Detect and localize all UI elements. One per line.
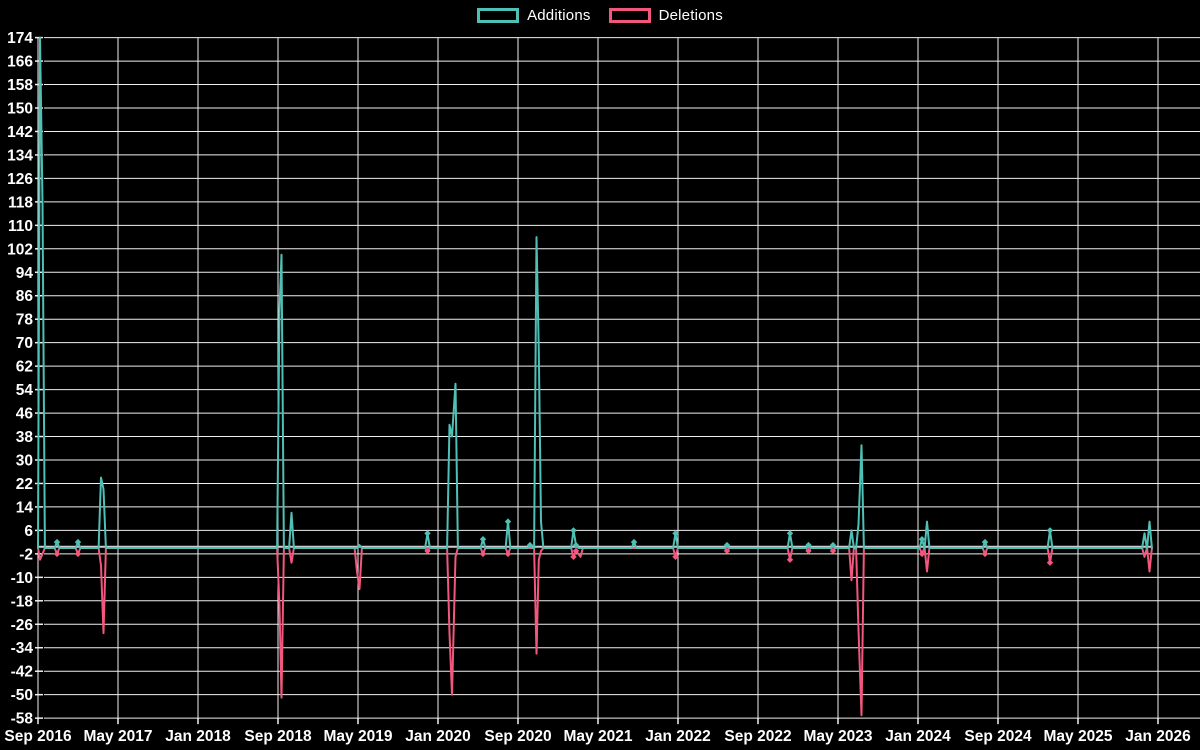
svg-text:Sep 2022: Sep 2022 [724,728,791,745]
svg-text:62: 62 [16,359,33,376]
svg-text:Jan 2018: Jan 2018 [165,728,231,745]
svg-text:86: 86 [16,288,34,305]
svg-text:118: 118 [8,194,33,211]
h-gridlines [35,36,1200,719]
svg-text:6: 6 [24,523,33,540]
svg-text:Jan 2022: Jan 2022 [645,728,711,745]
point-markers [53,518,1054,566]
svg-text:-26: -26 [11,617,34,634]
svg-text:142: 142 [7,124,33,141]
svg-text:May 2025: May 2025 [1044,728,1113,745]
legend-item-deletions[interactable]: Deletions [608,7,723,24]
svg-text:-42: -42 [11,664,33,681]
svg-text:78: 78 [16,312,34,329]
svg-text:Sep 2016: Sep 2016 [4,728,72,745]
svg-text:150: 150 [7,101,33,118]
svg-text:-18: -18 [11,593,34,610]
svg-text:Sep 2024: Sep 2024 [964,728,1032,745]
chart-legend: Additions Deletions [0,7,1200,24]
svg-text:102: 102 [7,241,33,258]
svg-text:14: 14 [16,499,34,516]
svg-text:134: 134 [7,147,33,164]
additions-line [37,36,1153,549]
svg-text:Jan 2026: Jan 2026 [1125,728,1191,745]
legend-item-additions[interactable]: Additions [477,7,591,24]
svg-text:Jan 2020: Jan 2020 [405,728,471,745]
svg-text:May 2019: May 2019 [324,728,393,745]
deletions-swatch [608,8,651,23]
svg-text:30: 30 [16,453,33,470]
svg-text:158: 158 [7,77,33,94]
svg-text:-10: -10 [11,570,33,587]
svg-text:-58: -58 [11,711,34,728]
svg-text:126: 126 [7,171,33,188]
svg-text:54: 54 [16,382,34,399]
additions-legend-label: Additions [527,7,591,24]
svg-text:94: 94 [16,265,34,282]
svg-text:Sep 2018: Sep 2018 [244,728,312,745]
svg-text:46: 46 [16,406,34,423]
y-axis-labels: 1741661581501421341261181101029486787062… [7,30,33,728]
svg-text:May 2017: May 2017 [84,728,153,745]
svg-text:110: 110 [8,218,33,235]
additions-swatch [477,8,520,23]
deletions-legend-label: Deletions [658,7,723,24]
x-axis-labels: Sep 2016 May 2017 Jan 2018 Sep 2018 May 2019… [4,728,1191,745]
svg-text:Jan 2024: Jan 2024 [885,728,951,745]
deletions-line [37,547,1153,717]
svg-text:-50: -50 [11,687,33,704]
svg-text:-2: -2 [19,546,33,563]
svg-text:-34: -34 [11,640,34,657]
svg-text:166: 166 [7,54,33,71]
v-gridlines [37,37,1159,725]
svg-text:Sep 2020: Sep 2020 [484,728,551,745]
svg-text:May 2021: May 2021 [564,728,633,745]
svg-text:38: 38 [16,429,34,446]
svg-text:70: 70 [16,335,33,352]
svg-text:May 2023: May 2023 [804,728,873,745]
svg-text:174: 174 [7,30,33,47]
svg-text:22: 22 [16,476,33,493]
